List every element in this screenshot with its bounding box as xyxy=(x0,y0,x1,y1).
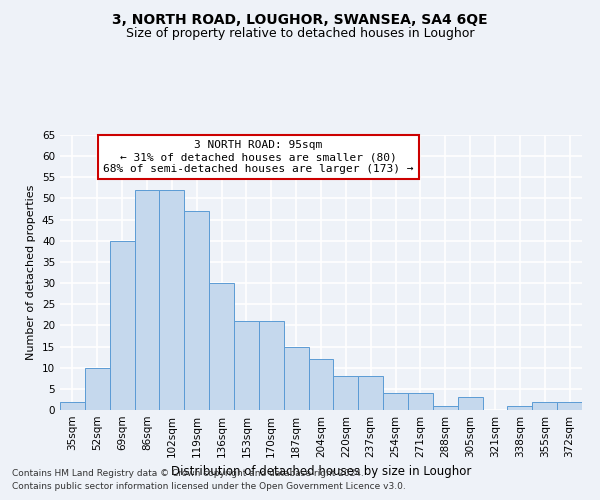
Bar xyxy=(408,393,433,410)
Bar xyxy=(160,190,184,410)
Y-axis label: Number of detached properties: Number of detached properties xyxy=(26,185,37,360)
Bar xyxy=(383,393,408,410)
Text: Contains public sector information licensed under the Open Government Licence v3: Contains public sector information licen… xyxy=(12,482,406,491)
Bar xyxy=(259,321,284,410)
Bar xyxy=(308,359,334,410)
Text: Contains HM Land Registry data © Crown copyright and database right 2024.: Contains HM Land Registry data © Crown c… xyxy=(12,468,364,477)
Bar xyxy=(458,398,482,410)
Bar xyxy=(110,241,134,410)
Bar xyxy=(557,402,582,410)
Bar xyxy=(184,211,209,410)
Bar xyxy=(60,402,85,410)
Bar xyxy=(234,321,259,410)
Bar xyxy=(433,406,458,410)
Text: Size of property relative to detached houses in Loughor: Size of property relative to detached ho… xyxy=(126,28,474,40)
Text: 3, NORTH ROAD, LOUGHOR, SWANSEA, SA4 6QE: 3, NORTH ROAD, LOUGHOR, SWANSEA, SA4 6QE xyxy=(112,12,488,26)
Bar xyxy=(209,283,234,410)
Bar xyxy=(284,346,308,410)
Bar xyxy=(134,190,160,410)
Bar xyxy=(85,368,110,410)
Bar xyxy=(508,406,532,410)
Bar xyxy=(334,376,358,410)
Bar xyxy=(532,402,557,410)
Text: 3 NORTH ROAD: 95sqm
← 31% of detached houses are smaller (80)
68% of semi-detach: 3 NORTH ROAD: 95sqm ← 31% of detached ho… xyxy=(103,140,413,173)
Bar xyxy=(358,376,383,410)
X-axis label: Distribution of detached houses by size in Loughor: Distribution of detached houses by size … xyxy=(171,466,471,478)
